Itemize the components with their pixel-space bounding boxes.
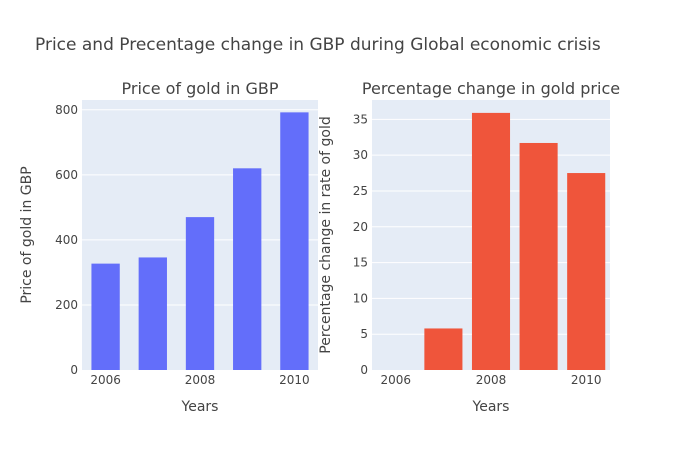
bar-price-2008 bbox=[185, 217, 215, 370]
x-tick-label: 2008 bbox=[185, 373, 216, 387]
xticks-percentage: 2006 2008 2010 bbox=[381, 373, 602, 387]
bar-price-2010 bbox=[280, 112, 309, 370]
y-tick-label: 800 bbox=[55, 103, 78, 117]
bar-price-2007 bbox=[138, 257, 167, 370]
y-tick-label: 20 bbox=[353, 220, 368, 234]
bars-percentage bbox=[424, 112, 606, 371]
bar-price-2006 bbox=[91, 263, 120, 370]
subplot-price: 0 200 400 600 800 2006 2008 2010 Price of gold… bbox=[19, 79, 318, 415]
x-tick-label: 2006 bbox=[381, 373, 412, 387]
bar-price-2009 bbox=[233, 168, 262, 370]
y-tick-label: 400 bbox=[55, 233, 78, 247]
y-tick-label: 30 bbox=[353, 148, 368, 162]
x-tick-label: 2010 bbox=[279, 373, 310, 387]
y-tick-label: 10 bbox=[353, 291, 368, 305]
y-tick-label: 200 bbox=[55, 298, 78, 312]
x-axis-title-percentage: Years bbox=[472, 399, 510, 415]
yticks-price: 0 200 400 600 800 bbox=[55, 103, 78, 377]
y-tick-label: 5 bbox=[360, 327, 368, 341]
subplot-title-percentage: Percentage change in gold price bbox=[362, 79, 620, 98]
bar-percentage-2010 bbox=[567, 173, 606, 370]
x-tick-label: 2006 bbox=[90, 373, 121, 387]
y-tick-label: 35 bbox=[353, 112, 368, 126]
figure-title: Price and Precentage change in GBP durin… bbox=[35, 35, 601, 55]
bar-percentage-2009 bbox=[519, 142, 558, 370]
subplot-title-price: Price of gold in GBP bbox=[122, 79, 279, 98]
y-tick-label: 0 bbox=[360, 363, 368, 377]
xticks-price: 2006 2008 2010 bbox=[90, 373, 309, 387]
bar-percentage-2007 bbox=[424, 328, 463, 370]
x-tick-label: 2010 bbox=[571, 373, 602, 387]
x-tick-label: 2008 bbox=[476, 373, 507, 387]
y-axis-title-price: Price of gold in GBP bbox=[19, 166, 35, 303]
y-tick-label: 25 bbox=[353, 184, 368, 198]
yticks-percentage: 0 5 10 15 20 25 30 35 bbox=[353, 112, 368, 377]
subplot-percentage: 0 5 10 15 20 25 30 35 2006 2008 2010 Percentage c… bbox=[318, 79, 620, 415]
bars-price bbox=[91, 112, 309, 370]
x-axis-title-price: Years bbox=[181, 399, 219, 415]
y-axis-title-percentage: Percentage change in rate of gold bbox=[318, 116, 334, 353]
bar-percentage-2008 bbox=[471, 112, 511, 371]
y-tick-label: 600 bbox=[55, 168, 78, 182]
y-tick-label: 0 bbox=[70, 363, 78, 377]
y-tick-label: 15 bbox=[353, 256, 368, 270]
